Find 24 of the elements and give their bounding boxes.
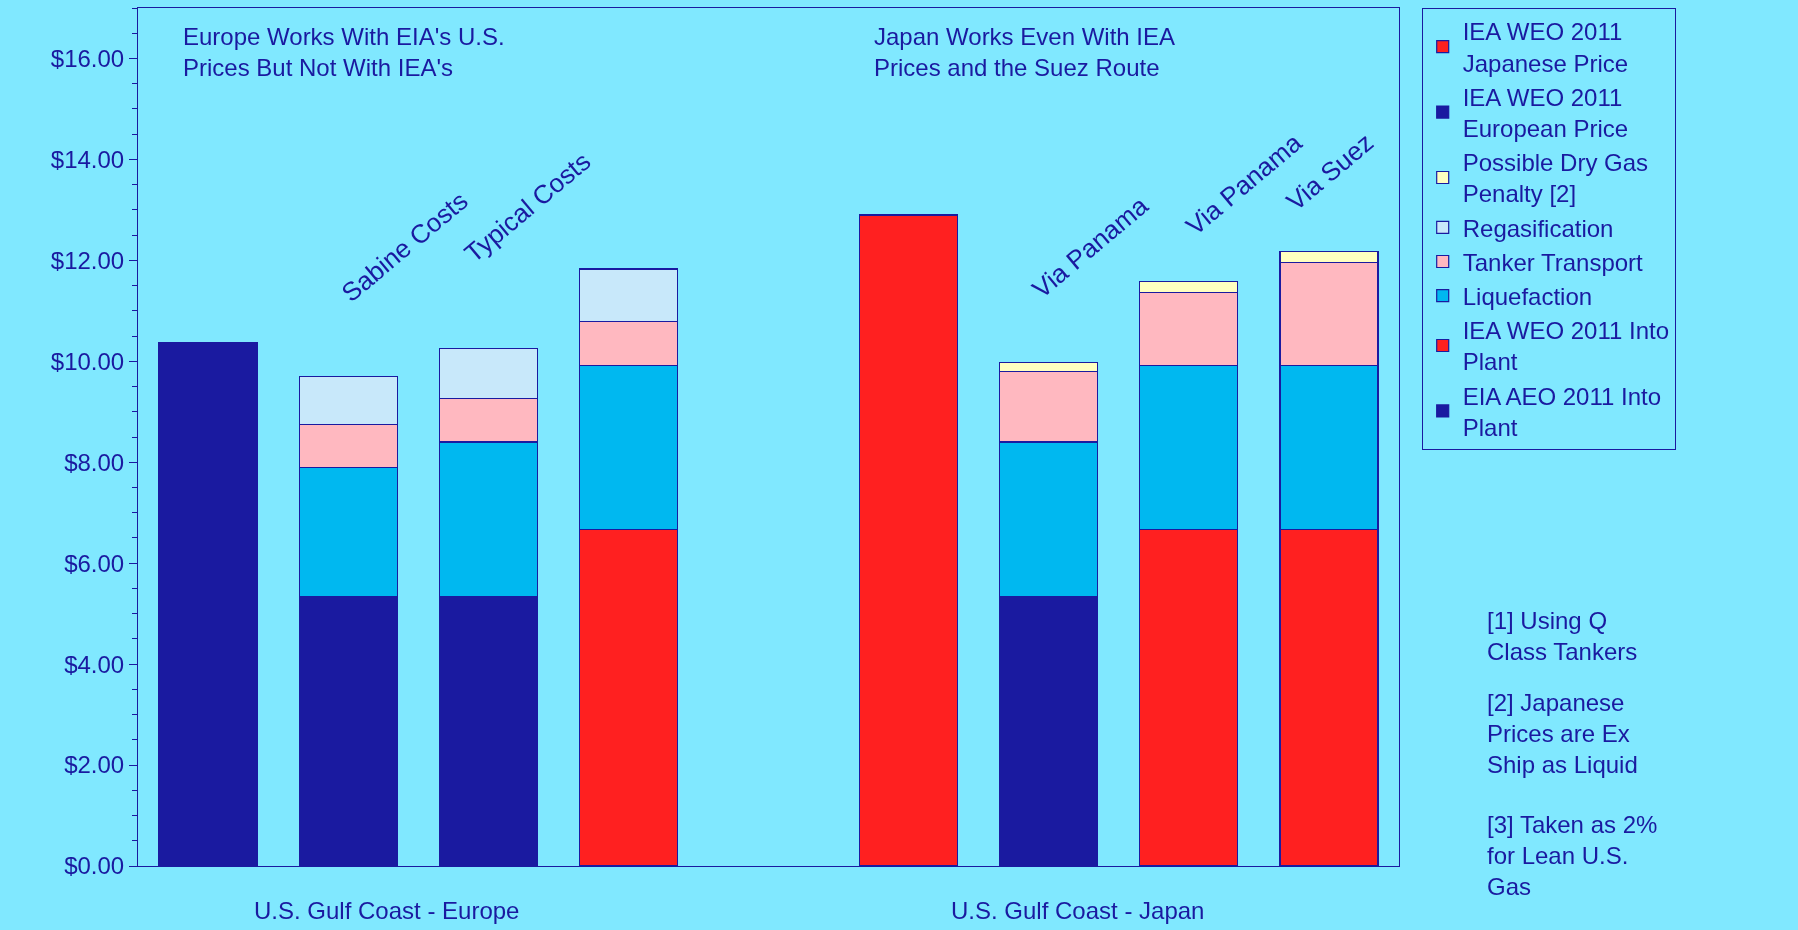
y-tick-label: $2.00 [64, 751, 125, 779]
legend-label: Possible Dry Gas Penalty [2] [1462, 149, 1649, 208]
y-tick-label: $8.00 [64, 448, 125, 476]
y-tick-label: $10.00 [50, 347, 125, 375]
text: U.S. Gulf Coast - Europe [254, 897, 520, 924]
y-tick-label: $6.00 [64, 549, 125, 577]
y-tick-label: $16.00 [50, 44, 125, 72]
y-tick-label: $4.00 [64, 650, 125, 678]
legend-label: Tanker Transport [1462, 248, 1644, 276]
annotation: Europe Works With EIA's U.S. Prices But Not With IEA's [183, 23, 505, 82]
annotation: Japan Works Even With IEA Prices and the Suez Route [874, 23, 1176, 82]
text: [3] Taken as 2% for Lean U.S. Gas [1487, 811, 1658, 901]
legend-label: EIA AEO 2011 Into Plant [1462, 382, 1662, 441]
legend-label: IEA WEO 2011 European Price [1462, 83, 1629, 143]
y-tick-label: $14.00 [50, 145, 125, 173]
legend-label: IEA WEO 2011 Japanese Price [1462, 18, 1629, 77]
text: U.S. Gulf Coast - Japan [951, 897, 1205, 924]
legend-label: Regasification [1462, 214, 1614, 242]
legend-label: Liquefaction [1462, 283, 1593, 311]
text: [2] Japanese Prices are Ex Ship as Liquid [1487, 689, 1638, 779]
text: [1] Using Q Class Tankers [1487, 607, 1638, 666]
y-tick-label: $0.00 [64, 852, 125, 880]
y-tick-label: $12.00 [50, 246, 125, 274]
legend-label: IEA WEO 2011 Into Plant [1462, 317, 1670, 376]
